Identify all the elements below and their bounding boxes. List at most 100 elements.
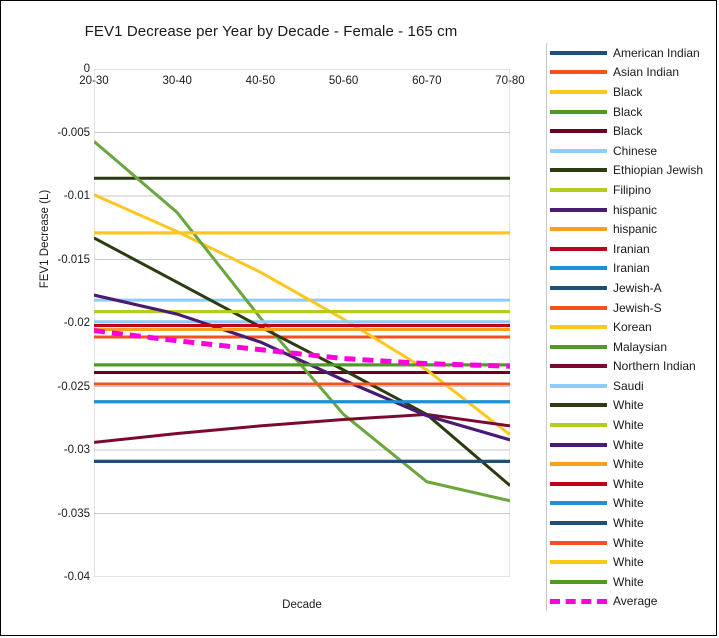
legend-item-label: White [613,418,644,433]
legend-item[interactable]: Ethiopian Jewish [550,161,716,181]
legend-swatch-icon [550,129,607,134]
legend-item-label: White [613,574,644,589]
legend-item[interactable]: hispanic [550,200,716,220]
legend-swatch-icon [550,246,607,251]
legend-swatch-icon [550,501,607,506]
legend-item[interactable]: Malaysian [550,337,716,357]
legend-item[interactable]: Black [550,82,716,102]
legend-item-label: White [613,496,644,511]
legend-item-label: White [613,535,644,550]
legend-swatch-icon [550,560,607,565]
x-axis-tick-label: 70-80 [495,75,525,87]
legend-item[interactable]: White [550,396,716,416]
legend-item-label: Black [613,124,643,139]
line-chart-svg [94,69,510,577]
chart-legend: American Indian Asian Indian Black Black Bla… [546,43,716,612]
legend-item-label: Jewish-S [613,300,662,315]
legend-swatch-icon [550,344,607,349]
legend-swatch-icon [550,481,607,486]
legend-item-label: White [613,398,644,413]
legend-item[interactable]: Filipino [550,180,716,200]
legend-item-label: Jewish-A [613,280,662,295]
legend-item-label: Northern Indian [613,359,696,374]
legend-item[interactable]: White [550,415,716,435]
legend-item[interactable]: Northern Indian [550,357,716,377]
legend-item[interactable]: Chinese [550,141,716,161]
legend-item-label: White [613,516,644,531]
legend-item[interactable]: White [550,435,716,455]
legend-swatch-icon [550,285,607,290]
legend-item[interactable]: Jewish-S [550,298,716,318]
legend-item[interactable]: hispanic [550,219,716,239]
legend-item-label: Malaysian [613,339,668,354]
legend-swatch-icon [550,462,607,467]
legend-item[interactable]: Saudi [550,376,716,396]
legend-item[interactable]: White [550,513,716,533]
legend-swatch-icon [550,207,607,212]
legend-item-label: White [613,457,644,472]
legend-swatch-icon [550,50,607,55]
series-line [94,328,510,369]
legend-item-label: Chinese [613,143,658,158]
x-axis-title: Decade [282,599,322,611]
legend-item[interactable]: Asian Indian [550,63,716,83]
y-axis-tick-label: 0 [83,63,90,75]
legend-item[interactable]: Iranian [550,239,716,259]
legend-item[interactable]: White [550,552,716,572]
series-line [94,193,510,436]
series-line [94,236,510,487]
x-axis-tick-label: 50-60 [328,75,359,87]
legend-swatch-icon [550,305,607,310]
legend-swatch-icon [550,403,607,408]
legend-item-label: Black [613,104,643,119]
legend-item-label: American Indian [613,45,700,60]
legend-item-label: Black [613,84,643,99]
y-axis-tick-label: -0.015 [57,253,90,266]
x-axis-tick-label: 30-40 [162,75,192,87]
legend-swatch-icon [550,109,607,114]
legend-item-label: hispanic [613,222,658,237]
legend-swatch-icon [550,227,607,232]
legend-swatch-icon [550,187,607,192]
legend-item[interactable]: White [550,494,716,514]
plot-area [94,69,510,577]
legend-swatch-icon [550,325,607,330]
legend-swatch-icon [550,168,607,173]
legend-item-label: Iranian [613,261,650,276]
y-axis-tick-label: -0.025 [57,380,90,393]
legend-item-label: Ethiopian Jewish [613,163,704,178]
y-axis-tick-label: -0.01 [63,190,90,202]
legend-item[interactable]: Black [550,121,716,141]
legend-swatch-icon [550,521,607,526]
legend-item[interactable]: American Indian [550,43,716,63]
legend-item-label: Asian Indian [613,65,680,80]
x-axis-tick-label: 40-50 [245,75,276,87]
legend-item-label: Average [613,594,658,609]
legend-swatch-icon [550,579,607,584]
legend-swatch-icon [550,89,607,94]
legend-item-label: White [613,476,644,491]
legend-item[interactable]: White [550,533,716,553]
legend-item[interactable]: White [550,474,716,494]
legend-item[interactable]: White [550,454,716,474]
x-axis-tick-label: 60-70 [412,75,442,87]
legend-item-label: Iranian [613,241,650,256]
legend-item[interactable]: Iranian [550,259,716,279]
legend-swatch-icon [550,383,607,388]
y-axis-tick-label: -0.035 [57,507,90,520]
legend-swatch-icon [550,364,607,369]
legend-item[interactable]: Korean [550,317,716,337]
legend-item[interactable]: Jewish-A [550,278,716,298]
legend-item[interactable]: Black [550,102,716,122]
y-axis-tick-label: -0.03 [63,444,90,456]
legend-swatch-icon [550,598,607,604]
legend-item-label: hispanic [613,202,658,217]
y-axis-tick-label: -0.04 [63,571,90,583]
legend-item[interactable]: White [550,572,716,592]
legend-swatch-icon [550,442,607,447]
series-line [94,293,510,442]
series-line [94,412,510,444]
legend-item[interactable]: Average [550,592,716,612]
legend-swatch-icon [550,266,607,271]
